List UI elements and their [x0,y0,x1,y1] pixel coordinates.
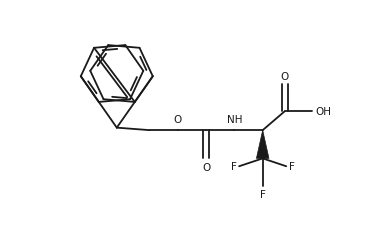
Text: OH: OH [315,107,331,117]
Text: O: O [280,71,289,81]
Text: O: O [202,162,211,172]
Text: NH: NH [227,115,242,125]
Text: F: F [231,162,236,171]
Text: O: O [174,115,182,125]
Polygon shape [256,131,269,159]
Text: F: F [289,162,295,171]
Text: F: F [260,189,266,199]
